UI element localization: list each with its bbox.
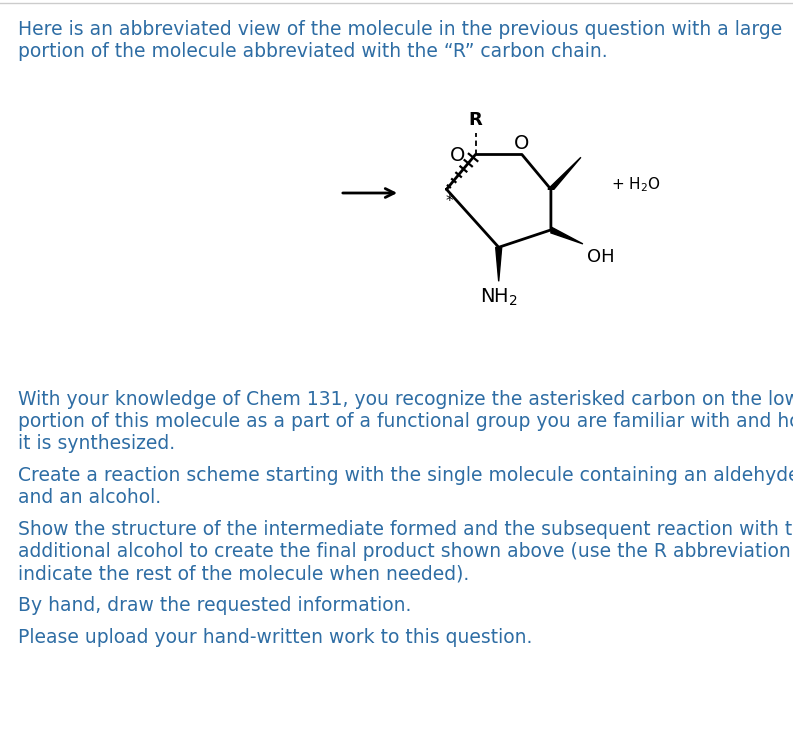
Text: and an alcohol.: and an alcohol. xyxy=(18,488,161,507)
Text: additional alcohol to create the final product shown above (use the R abbreviati: additional alcohol to create the final p… xyxy=(18,542,793,561)
Text: *: * xyxy=(446,194,454,209)
Polygon shape xyxy=(551,227,583,244)
Text: portion of this molecule as a part of a functional group you are familiar with a: portion of this molecule as a part of a … xyxy=(18,412,793,431)
Text: By hand, draw the requested information.: By hand, draw the requested information. xyxy=(18,596,412,615)
Text: O: O xyxy=(450,146,465,165)
Text: Here is an abbreviated view of the molecule in the previous question with a larg: Here is an abbreviated view of the molec… xyxy=(18,20,782,39)
Text: portion of the molecule abbreviated with the “R” carbon chain.: portion of the molecule abbreviated with… xyxy=(18,42,607,61)
Text: + H$_2$O: + H$_2$O xyxy=(611,175,661,194)
Polygon shape xyxy=(548,157,581,189)
Text: NH$_2$: NH$_2$ xyxy=(480,286,518,307)
Text: O: O xyxy=(514,133,530,153)
Text: Please upload your hand-written work to this question.: Please upload your hand-written work to … xyxy=(18,628,532,647)
Text: OH: OH xyxy=(587,248,615,266)
Text: it is synthesized.: it is synthesized. xyxy=(18,434,175,453)
Text: Create a reaction scheme starting with the single molecule containing an aldehyd: Create a reaction scheme starting with t… xyxy=(18,466,793,485)
Text: With your knowledge of Chem 131, you recognize the asterisked carbon on the lowe: With your knowledge of Chem 131, you rec… xyxy=(18,390,793,409)
Text: indicate the rest of the molecule when needed).: indicate the rest of the molecule when n… xyxy=(18,564,469,583)
Text: Show the structure of the intermediate formed and the subsequent reaction with t: Show the structure of the intermediate f… xyxy=(18,520,793,539)
Text: R: R xyxy=(469,111,482,129)
Polygon shape xyxy=(496,247,502,282)
